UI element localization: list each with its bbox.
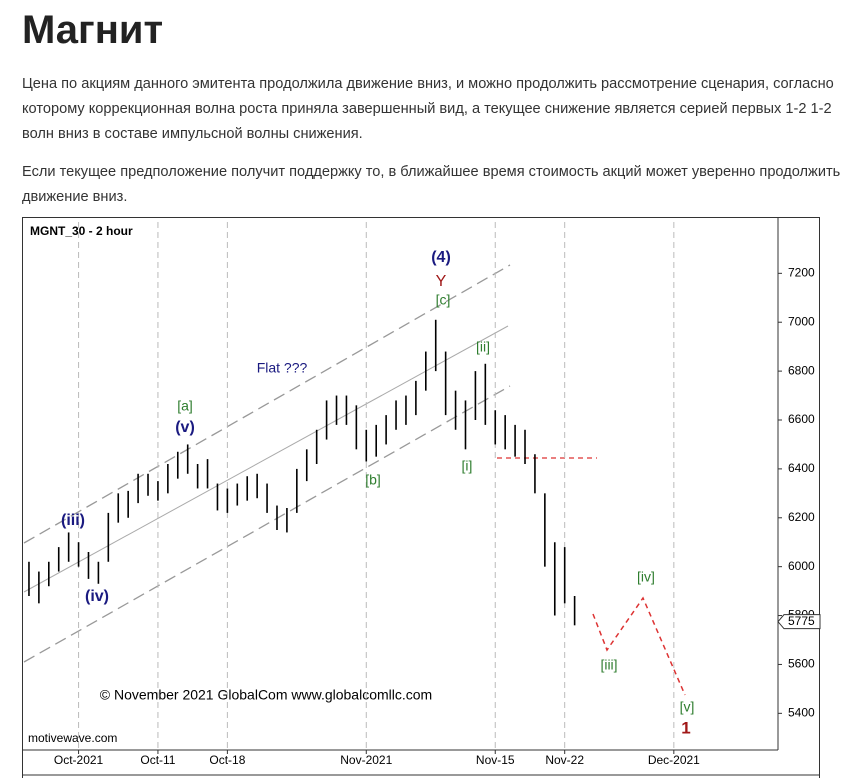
- channel-middle: [23, 325, 509, 593]
- wave-label: [v]: [680, 699, 695, 715]
- channel-upper: [23, 264, 511, 544]
- x-tick-label: Nov-15: [476, 753, 515, 767]
- wave-label: 1: [681, 718, 690, 737]
- last-value-label: 5775: [788, 614, 815, 628]
- wave-label: [iv]: [637, 569, 655, 585]
- wave-label: [ii]: [476, 339, 490, 355]
- y-tick-label: 6400: [788, 461, 815, 475]
- y-tick-label: 6800: [788, 363, 815, 377]
- wave-label: (iv): [85, 588, 109, 605]
- wave-label: [iii]: [600, 657, 617, 673]
- x-tick-label: Oct-2021: [54, 753, 104, 767]
- wave-label: Flat ???: [257, 360, 308, 376]
- x-tick-label: Oct-11: [140, 753, 175, 767]
- wave-label: (4): [431, 249, 451, 266]
- y-tick-label: 5600: [788, 657, 815, 671]
- chart-frame: [22, 217, 820, 778]
- paragraph: Если текущее предположение получит подде…: [22, 164, 841, 205]
- y-tick-label: 5400: [788, 706, 815, 720]
- wave-label: [a]: [177, 398, 193, 414]
- x-tick-label: Nov-2021: [340, 753, 392, 767]
- y-tick-label: 7200: [788, 266, 815, 280]
- x-tick-label: Nov-22: [545, 753, 584, 767]
- channel-lower: [23, 385, 511, 663]
- x-tick-label: Dec-2021: [648, 753, 700, 767]
- x-tick-label: Oct-18: [209, 753, 245, 767]
- y-tick-label: 6000: [788, 559, 815, 573]
- wave-label: [i]: [462, 458, 473, 474]
- paragraph: Цена по акциям данного эмитента продолжи…: [22, 76, 834, 142]
- y-tick-label: 6600: [788, 412, 815, 426]
- wave-label: [c]: [436, 292, 451, 308]
- wave-label: [b]: [365, 472, 381, 488]
- wave-label: (iii): [61, 512, 85, 529]
- projection: [592, 596, 686, 696]
- wave-label: (v): [175, 419, 195, 436]
- channel: [23, 264, 511, 663]
- wave-label: Y: [436, 273, 447, 290]
- y-tick-label: 7000: [788, 314, 815, 328]
- chart-title: MGNT_30 - 2 hour: [30, 224, 133, 238]
- y-tick-label: 6200: [788, 510, 815, 524]
- last-value-marker: [777, 614, 821, 630]
- watermark: motivewave.com: [28, 731, 117, 745]
- page-title: Магнит: [22, 8, 164, 52]
- copyright: © November 2021 GlobalCom www.globalcoml…: [100, 687, 432, 703]
